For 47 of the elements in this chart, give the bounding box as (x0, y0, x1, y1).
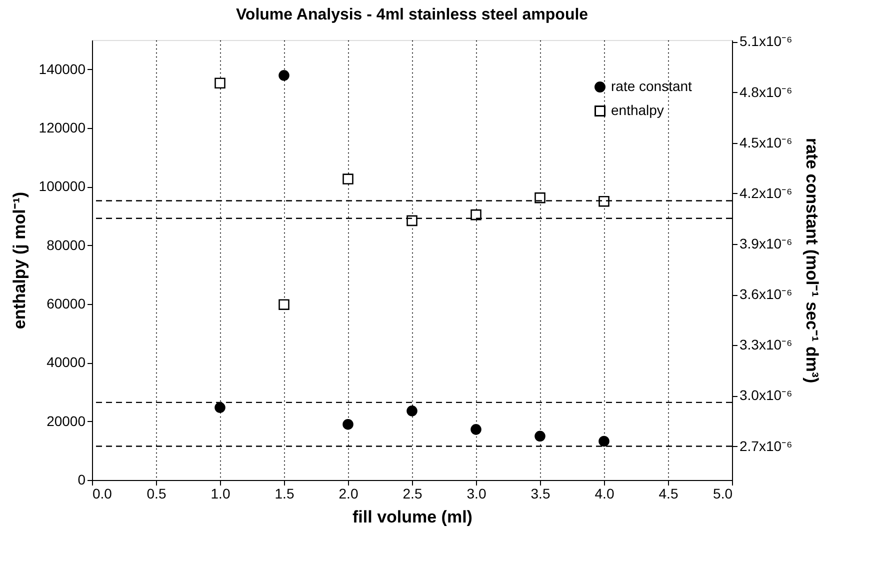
point (598, 196, 610, 207)
y2-tick-label: 3.3x10⁻⁶ (740, 336, 792, 353)
y-axis-title: enthalpy (j mol⁻¹) (10, 192, 29, 330)
y-tick-label: 140000 (38, 60, 86, 77)
x-tick-label: 5.0 (713, 486, 733, 502)
y2-tick-label: 2.7x10⁻⁶ (740, 438, 792, 454)
point (278, 70, 290, 81)
point (470, 424, 482, 435)
y-tick-label: 20000 (46, 412, 86, 429)
x-tick-label: 3.0 (466, 486, 486, 502)
x-tick-label: 2.0 (338, 486, 358, 502)
y2-tick-label: 3.9x10⁻⁶ (740, 235, 792, 252)
point (214, 78, 226, 89)
point (598, 436, 610, 447)
point (406, 406, 418, 416)
x-axis-title: fill volume (ml) (352, 508, 472, 526)
chart-title: Volume Analysis - 4ml stainless steel ampoule (236, 6, 588, 24)
y-tick-label: 120000 (38, 120, 86, 136)
x-tick-label: 1.5 (274, 486, 294, 502)
x-tick-label: 1.0 (210, 486, 230, 502)
y2-tick-label: 4.5x10⁻⁶ (740, 134, 792, 150)
x-tick-label: 4.0 (594, 486, 614, 502)
x-tick-label: 0.0 (92, 486, 112, 502)
point (342, 418, 354, 430)
y-tick-label: 100000 (38, 178, 86, 194)
y2-axis-title: rate constant (mol⁻¹ sec⁻¹ dm³) (802, 138, 822, 384)
y-tick-label: 80000 (46, 236, 86, 253)
y-tick-label: 0 (78, 472, 86, 488)
point (214, 402, 226, 413)
point (406, 215, 418, 226)
x-tick-label: 2.5 (402, 486, 422, 502)
legend-label: rate constant (611, 78, 692, 94)
point (342, 174, 354, 184)
y2-tick-label: 3.6x10⁻⁶ (740, 286, 792, 302)
y-tick-label: 40000 (46, 354, 86, 370)
x-tick-label: 4.5 (658, 486, 678, 502)
y2-tick-label: 5.1x10⁻⁶ (740, 33, 792, 50)
legend-label: enthalpy (611, 102, 664, 118)
y2-tick-label: 3.0x10⁻⁶ (740, 387, 792, 404)
point (278, 299, 290, 310)
y2-tick-label: 4.8x10⁻⁶ (740, 84, 792, 100)
point (534, 430, 546, 442)
point (470, 209, 482, 220)
y-tick-label: 60000 (46, 296, 86, 312)
x-tick-label: 0.5 (146, 486, 166, 502)
x-tick-label: 3.5 (530, 486, 550, 502)
y2-tick-label: 4.2x10⁻⁶ (740, 184, 792, 201)
